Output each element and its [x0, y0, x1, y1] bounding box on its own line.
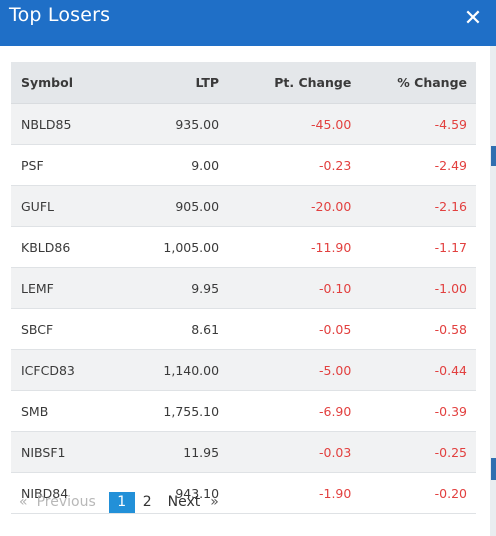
pagination: « Previous 1 2 Next » [19, 491, 219, 513]
table-row[interactable]: PSF 9.00 -0.23 -2.49 [11, 144, 476, 186]
table-row[interactable]: KBLD86 1,005.00 -11.90 -1.17 [11, 226, 476, 268]
ltp-cell: 1,005.00 [120, 226, 221, 268]
symbol-cell: ICFCD83 [11, 349, 121, 391]
symbol-cell: NIBD84 [11, 472, 121, 514]
pct-change-cell: -1.17 [352, 226, 476, 268]
table-row[interactable]: NIBSF1 11.95 -0.03 -0.25 [11, 431, 476, 473]
background-accent-mark [491, 146, 496, 166]
table-header-row: Symbol LTP Pt. Change % Change [11, 62, 476, 104]
page-button-2[interactable]: 2 [142, 494, 152, 510]
column-header-pt-change[interactable]: Pt. Change [220, 62, 353, 104]
pct-change-cell: -2.16 [352, 185, 476, 227]
ltp-cell: 1,755.10 [120, 390, 221, 432]
previous-page-button[interactable]: Previous [36, 494, 96, 510]
top-losers-table: Symbol LTP Pt. Change % Change NBLD85 935… [11, 62, 476, 514]
column-header-ltp[interactable]: LTP [120, 62, 221, 104]
ltp-cell: 943.10 [120, 472, 221, 514]
table-row[interactable]: ICFCD83 1,140.00 -5.00 -0.44 [11, 349, 476, 391]
pct-change-cell: -4.59 [352, 103, 476, 145]
close-icon[interactable]: ✕ [463, 6, 483, 31]
pct-change-cell: -2.49 [352, 144, 476, 186]
ltp-cell: 905.00 [120, 185, 221, 227]
table-row[interactable]: NBLD85 935.00 -45.00 -4.59 [11, 103, 476, 145]
pt-change-cell: -0.03 [220, 431, 353, 473]
ltp-cell: 9.00 [120, 144, 221, 186]
symbol-cell: NIBSF1 [11, 431, 121, 473]
pt-change-cell: -11.90 [220, 226, 353, 268]
modal-header: Top Losers ✕ [0, 0, 496, 46]
symbol-cell: PSF [11, 144, 121, 186]
symbol-cell: SBCF [11, 308, 121, 350]
ltp-cell: 935.00 [120, 103, 221, 145]
pt-change-cell: -20.00 [220, 185, 353, 227]
pt-change-cell: -1.90 [220, 472, 353, 514]
ltp-cell: 1,140.00 [120, 349, 221, 391]
pct-change-cell: -1.00 [352, 267, 476, 309]
ltp-cell: 11.95 [120, 431, 221, 473]
pct-change-cell: -0.20 [352, 472, 476, 514]
background-accent-mark [491, 458, 496, 480]
symbol-cell: GUFL [11, 185, 121, 227]
pct-change-cell: -0.25 [352, 431, 476, 473]
symbol-cell: KBLD86 [11, 226, 121, 268]
page-button-1[interactable]: 1 [108, 491, 135, 513]
table-row[interactable]: LEMF 9.95 -0.10 -1.00 [11, 267, 476, 309]
symbol-cell: SMB [11, 390, 121, 432]
pt-change-cell: -5.00 [220, 349, 353, 391]
pt-change-cell: -0.10 [220, 267, 353, 309]
table-row[interactable]: GUFL 905.00 -20.00 -2.16 [11, 185, 476, 227]
previous-arrow-icon[interactable]: « [19, 494, 28, 510]
column-header-symbol[interactable]: Symbol [11, 62, 121, 104]
table-row[interactable]: SBCF 8.61 -0.05 -0.58 [11, 308, 476, 350]
ltp-cell: 9.95 [120, 267, 221, 309]
ltp-cell: 8.61 [120, 308, 221, 350]
pt-change-cell: -0.23 [220, 144, 353, 186]
pct-change-cell: -0.44 [352, 349, 476, 391]
symbol-cell: NBLD85 [11, 103, 121, 145]
modal-title: Top Losers [9, 4, 111, 26]
column-header-pct-change[interactable]: % Change [352, 62, 476, 104]
background-page-edge [490, 46, 496, 536]
table-row[interactable]: NIBD84 943.10 -1.90 -0.20 [11, 472, 476, 514]
next-page-button[interactable]: Next [167, 494, 201, 510]
pt-change-cell: -0.05 [220, 308, 353, 350]
symbol-cell: LEMF [11, 267, 121, 309]
pt-change-cell: -6.90 [220, 390, 353, 432]
pct-change-cell: -0.39 [352, 390, 476, 432]
next-arrow-icon[interactable]: » [210, 494, 219, 510]
table-row[interactable]: SMB 1,755.10 -6.90 -0.39 [11, 390, 476, 432]
pt-change-cell: -45.00 [220, 103, 353, 145]
pct-change-cell: -0.58 [352, 308, 476, 350]
